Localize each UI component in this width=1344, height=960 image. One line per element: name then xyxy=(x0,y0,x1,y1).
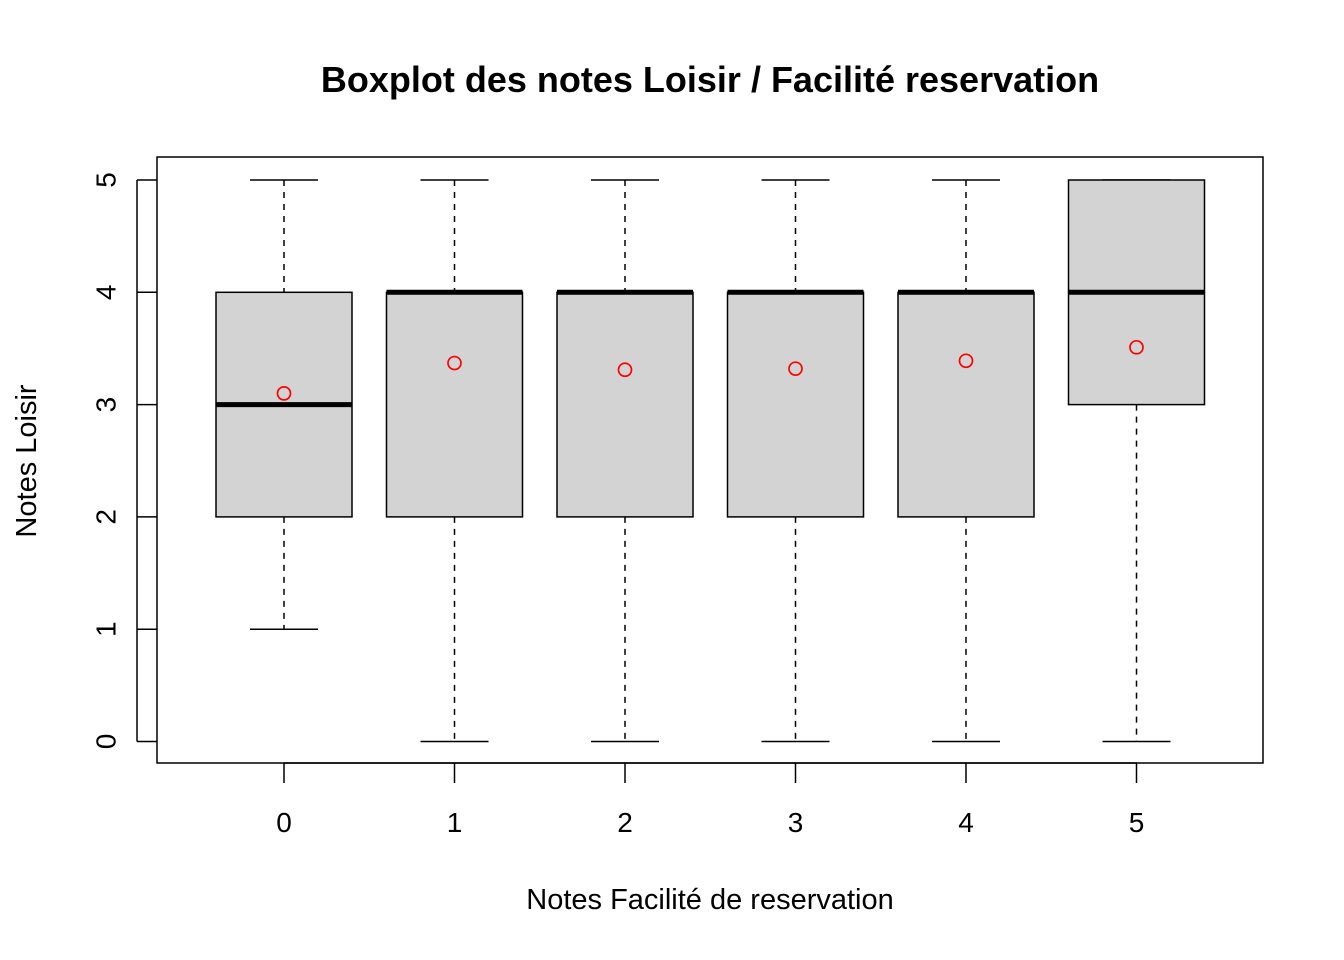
boxes-layer xyxy=(215,179,1206,743)
box-group-1 xyxy=(385,179,524,743)
x-axis: 0 1 2 3 4 5 xyxy=(276,762,1145,838)
y-axis: 0 1 2 3 4 5 xyxy=(90,172,157,749)
box-group-5 xyxy=(1067,179,1206,743)
box-2 xyxy=(556,291,694,518)
y-tick-label-5: 5 xyxy=(90,172,121,188)
x-axis-label: Notes Facilité de reservation xyxy=(526,884,894,916)
x-tick-label-3: 3 xyxy=(788,807,804,838)
box-group-3 xyxy=(726,179,865,743)
mean-point-5 xyxy=(1129,339,1144,355)
y-tick-label-2: 2 xyxy=(90,509,121,525)
x-tick-label-2: 2 xyxy=(617,807,633,838)
y-tick-label-1: 1 xyxy=(90,621,121,637)
y-tick-label-3: 3 xyxy=(90,397,121,413)
mean-point-4 xyxy=(958,353,974,369)
box-1 xyxy=(385,291,524,518)
mean-point-2 xyxy=(617,362,633,378)
box-3 xyxy=(726,291,865,518)
box-group-0 xyxy=(215,179,353,630)
chart-title: Boxplot des notes Loisir / Facilité rese… xyxy=(321,59,1099,100)
mean-point-0 xyxy=(276,386,292,401)
mean-point-3 xyxy=(788,361,803,377)
box-4 xyxy=(897,291,1035,518)
box-group-4 xyxy=(897,179,1035,743)
x-tick-label-1: 1 xyxy=(447,807,463,838)
x-tick-label-0: 0 xyxy=(276,807,292,838)
x-tick-label-5: 5 xyxy=(1129,807,1145,838)
x-tick-label-4: 4 xyxy=(958,807,974,838)
y-tick-label-4: 4 xyxy=(90,285,121,301)
box-group-2 xyxy=(556,179,694,743)
y-tick-label-0: 0 xyxy=(90,734,121,750)
y-axis-label: Notes Loisir xyxy=(11,384,43,537)
mean-point-1 xyxy=(447,355,462,371)
